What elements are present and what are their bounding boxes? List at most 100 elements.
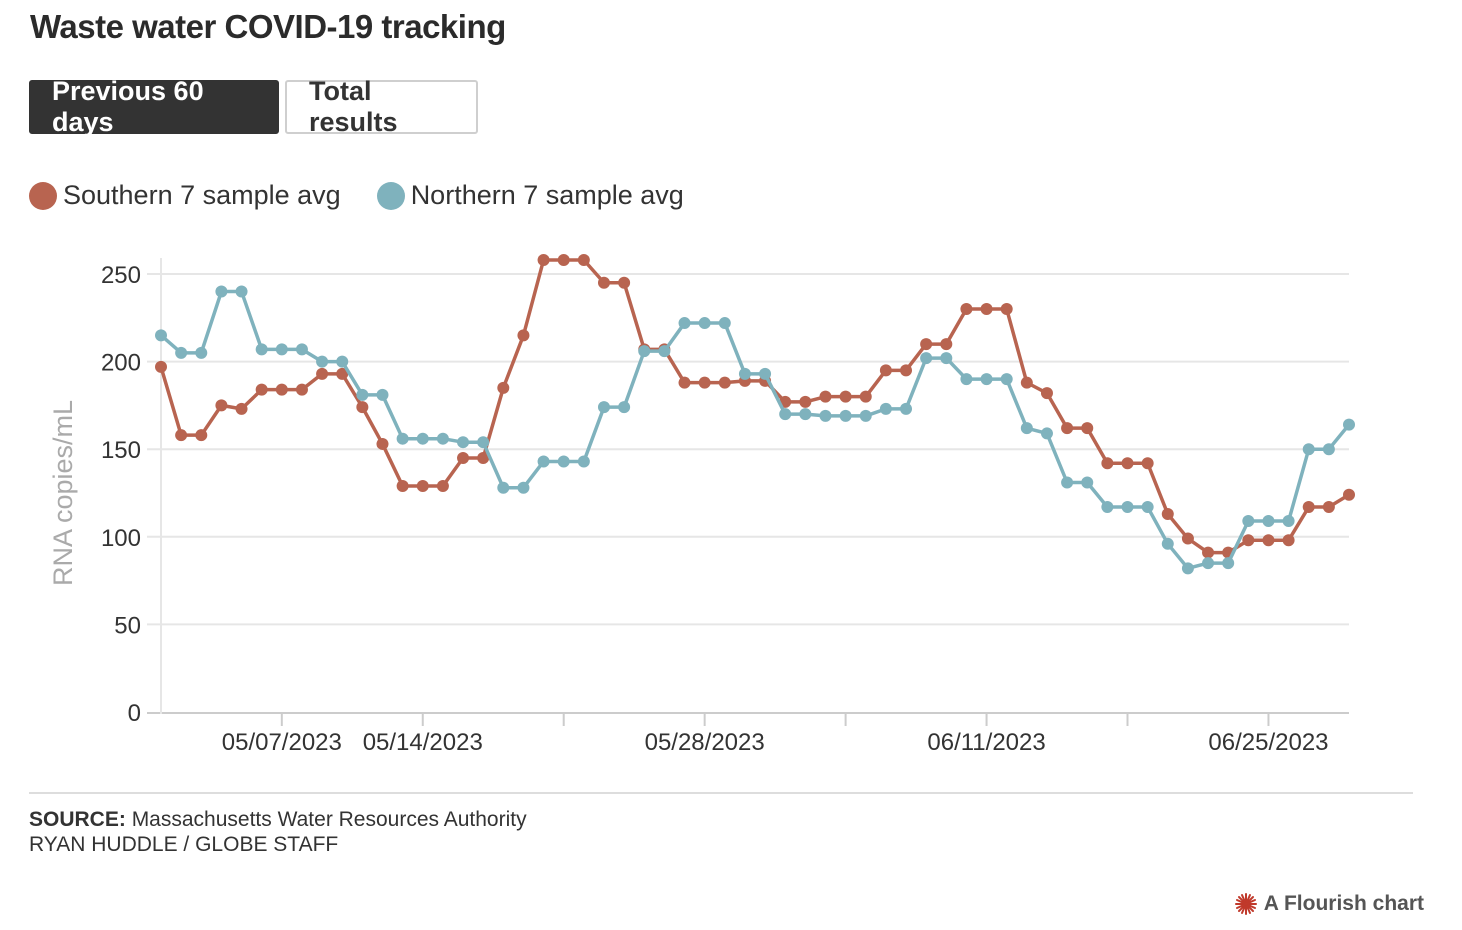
data-point-southern — [356, 401, 369, 414]
legend-item-southern[interactable]: Southern 7 sample avg — [29, 180, 341, 211]
data-point-northern — [175, 346, 188, 359]
data-point-southern — [718, 376, 731, 389]
data-point-southern — [416, 479, 429, 492]
data-point-northern — [980, 373, 993, 386]
data-point-southern — [175, 429, 188, 442]
data-point-southern — [1262, 534, 1275, 547]
data-point-northern — [376, 388, 389, 401]
source-label: SOURCE: — [29, 808, 126, 831]
data-point-northern — [1161, 537, 1174, 550]
data-point-northern — [859, 409, 872, 422]
data-point-northern — [255, 343, 268, 356]
data-point-northern — [658, 345, 671, 358]
data-point-northern — [1061, 476, 1074, 489]
data-point-northern — [1181, 562, 1194, 575]
data-point-southern — [900, 364, 913, 377]
legend-label-southern: Southern 7 sample avg — [63, 180, 341, 210]
data-point-southern — [1101, 457, 1114, 470]
data-point-northern — [436, 432, 449, 445]
data-point-southern — [960, 303, 973, 316]
x-tick-label: 05/14/2023 — [363, 729, 483, 756]
y-axis-title: RNA copies/mL — [48, 400, 78, 586]
x-tick-label: 05/07/2023 — [222, 729, 342, 756]
data-point-northern — [517, 481, 530, 494]
data-point-northern — [1121, 501, 1134, 514]
y-tick-label: 150 — [101, 437, 141, 464]
data-point-northern — [618, 401, 631, 414]
data-point-northern — [799, 408, 812, 421]
data-point-northern — [1040, 427, 1053, 440]
data-point-northern — [698, 317, 711, 330]
tab-group: Previous 60 days Total results — [29, 76, 478, 137]
line-chart: 0 50 100 150 200 250 05/07/2023 05/14/2023 05/28… — [48, 253, 1355, 756]
data-point-northern — [738, 367, 751, 380]
flourish-link[interactable]: A Flourish chart — [1234, 892, 1424, 916]
x-tick-label: 06/25/2023 — [1208, 729, 1328, 756]
data-point-southern — [1121, 457, 1134, 470]
data-point-northern — [195, 346, 208, 359]
data-point-northern — [1242, 515, 1255, 528]
legend-swatch-southern — [29, 181, 57, 210]
source-line: SOURCE: Massachusetts Water Resources Au… — [29, 806, 527, 834]
data-point-southern — [155, 360, 167, 373]
data-point-northern — [678, 317, 691, 330]
y-tick-label: 250 — [101, 262, 141, 289]
legend-swatch-northern — [376, 181, 405, 210]
chart-title: Waste water COVID-19 tracking — [30, 8, 506, 45]
footer-divider — [29, 792, 1413, 794]
data-point-southern — [879, 364, 892, 377]
data-point-northern — [155, 329, 167, 342]
data-point-southern — [1282, 534, 1295, 547]
data-point-southern — [396, 479, 409, 492]
data-point-southern — [1020, 376, 1033, 389]
data-point-southern — [859, 390, 872, 403]
legend-label-northern: Northern 7 sample avg — [410, 180, 684, 210]
data-point-southern — [1161, 508, 1174, 521]
data-point-northern — [1000, 373, 1013, 386]
data-point-southern — [497, 381, 510, 394]
data-point-southern — [215, 399, 228, 412]
data-point-southern — [1322, 501, 1335, 514]
data-point-northern — [396, 432, 409, 445]
legend-item-northern[interactable]: Northern 7 sample avg — [376, 180, 684, 211]
data-point-southern — [819, 390, 832, 403]
data-point-southern — [920, 338, 933, 351]
series-line-southern — [159, 258, 1350, 555]
data-point-southern — [477, 451, 490, 464]
flourish-label: A Flourish chart — [1263, 892, 1424, 915]
data-point-northern — [316, 355, 329, 368]
tab-previous-60-days[interactable]: Previous 60 days — [29, 76, 279, 137]
data-point-southern — [537, 253, 550, 266]
data-point-southern — [1061, 422, 1074, 435]
data-point-northern — [1322, 443, 1335, 456]
data-point-southern — [980, 303, 993, 316]
data-point-southern — [1181, 532, 1194, 545]
data-point-northern — [1081, 476, 1094, 489]
data-point-northern — [839, 409, 852, 422]
data-point-northern — [1282, 515, 1295, 528]
data-point-southern — [678, 376, 691, 389]
data-point-northern — [416, 432, 429, 445]
data-point-northern — [597, 401, 610, 414]
credit-line: RYAN HUDDLE / GLOBE STAFF — [29, 833, 339, 856]
data-point-southern — [1000, 303, 1013, 316]
data-point-northern — [557, 455, 570, 468]
data-point-southern — [1302, 501, 1315, 514]
data-point-northern — [275, 343, 288, 356]
data-point-southern — [1242, 534, 1255, 547]
data-point-southern — [295, 383, 308, 396]
data-point-southern — [1081, 422, 1094, 435]
data-point-northern — [336, 355, 349, 368]
y-tick-label: 50 — [114, 612, 141, 639]
data-point-southern — [457, 451, 470, 464]
data-point-southern — [1202, 546, 1215, 559]
data-point-northern — [819, 409, 832, 422]
data-point-northern — [638, 345, 651, 358]
data-point-northern — [1141, 501, 1154, 514]
data-point-southern — [336, 367, 349, 380]
source-text: Massachusetts Water Resources Authority — [131, 808, 527, 831]
tab-total-results[interactable]: Total results — [285, 76, 478, 137]
data-point-northern — [1302, 443, 1315, 456]
data-point-northern — [1222, 557, 1235, 570]
legend: Southern 7 sample avg Northern 7 sample … — [29, 180, 720, 211]
